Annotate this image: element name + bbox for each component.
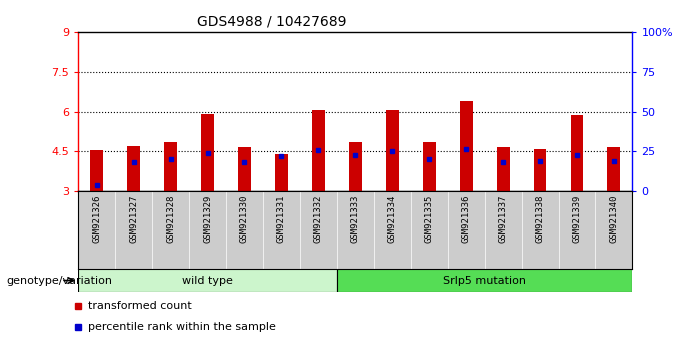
Bar <box>78 269 337 292</box>
Bar <box>337 269 632 292</box>
Bar <box>460 101 473 191</box>
Text: GSM921339: GSM921339 <box>573 195 581 244</box>
Text: wild type: wild type <box>182 275 233 286</box>
Text: GSM921340: GSM921340 <box>609 195 618 244</box>
Bar <box>164 142 177 191</box>
Text: GSM921330: GSM921330 <box>240 195 249 244</box>
Bar <box>496 147 509 191</box>
Text: GSM921338: GSM921338 <box>536 195 545 244</box>
Bar <box>386 110 398 191</box>
Bar <box>127 146 140 191</box>
Text: GDS4988 / 10427689: GDS4988 / 10427689 <box>197 14 347 28</box>
Text: GSM921326: GSM921326 <box>92 195 101 244</box>
Bar <box>534 149 547 191</box>
Bar <box>312 110 325 191</box>
Text: GSM921329: GSM921329 <box>203 195 212 244</box>
Text: GSM921331: GSM921331 <box>277 195 286 244</box>
Bar <box>571 115 583 191</box>
Text: transformed count: transformed count <box>88 301 192 311</box>
Bar <box>275 154 288 191</box>
Text: GSM921333: GSM921333 <box>351 195 360 244</box>
Text: GSM921334: GSM921334 <box>388 195 396 244</box>
Text: percentile rank within the sample: percentile rank within the sample <box>88 322 276 332</box>
Bar <box>201 114 214 191</box>
Text: Srlp5 mutation: Srlp5 mutation <box>443 275 526 286</box>
Bar <box>607 147 620 191</box>
Text: GSM921332: GSM921332 <box>314 195 323 244</box>
Text: GSM921336: GSM921336 <box>462 195 471 244</box>
Text: GSM921327: GSM921327 <box>129 195 138 244</box>
Bar <box>90 150 103 191</box>
Bar <box>423 142 436 191</box>
Bar <box>238 147 251 191</box>
Bar <box>349 142 362 191</box>
Text: genotype/variation: genotype/variation <box>7 275 113 286</box>
Text: GSM921328: GSM921328 <box>166 195 175 244</box>
Text: GSM921335: GSM921335 <box>425 195 434 244</box>
Text: GSM921337: GSM921337 <box>498 195 507 244</box>
